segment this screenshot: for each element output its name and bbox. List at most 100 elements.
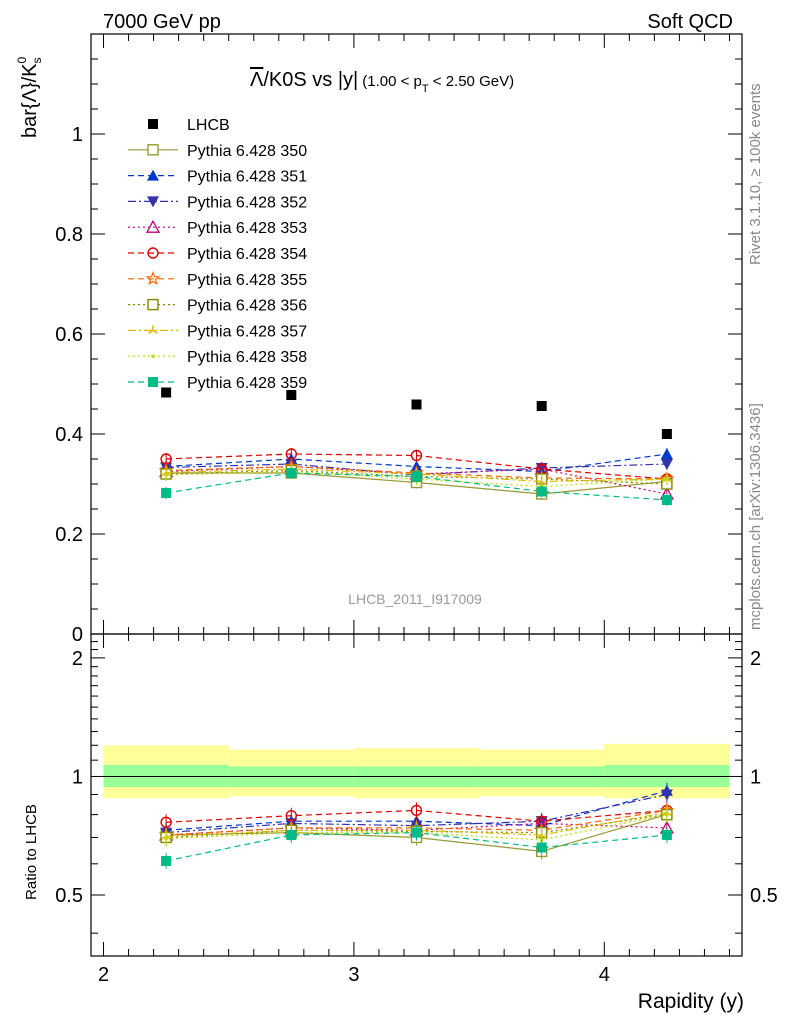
ratio-point (410, 804, 423, 817)
lhcb-data-point (161, 387, 172, 398)
data-point (660, 448, 673, 459)
series-line (166, 463, 667, 476)
legend-item-357: Pythia 6.428 357 (128, 323, 307, 340)
ratio-xtick-label: 4 (599, 964, 610, 986)
data-point (164, 473, 168, 477)
title-bar-symbol: Λ (250, 69, 264, 91)
ratio-ytick-label-right: 1 (750, 766, 761, 788)
legend-item-lhcb: LHCB (148, 117, 230, 134)
legend-item-354: Pythia 6.428 354 (128, 246, 307, 263)
ratio-point (660, 789, 673, 801)
ratio-series-359 (161, 824, 672, 869)
ratio-panel-frame (90, 633, 743, 957)
legend-marker (145, 219, 161, 233)
ratio-point (164, 836, 168, 841)
lhcb-data-point (536, 401, 547, 411)
header-right: Soft QCD (647, 11, 733, 33)
ratio-uncertainty-bands (103, 743, 730, 799)
legend-marker (147, 169, 159, 181)
main-ylabel: bar{Λ}/Ks0 (15, 56, 44, 138)
legend-marker (147, 144, 159, 156)
legend-label: Pythia 6.428 354 (187, 246, 307, 263)
ratio-point (286, 830, 297, 841)
legend-label: Pythia 6.428 357 (187, 323, 307, 340)
legend-label: Pythia 6.428 352 (187, 194, 307, 211)
lhcb-data-point (411, 399, 422, 410)
title-rest: /K0S vs |y| (263, 69, 358, 91)
ratio-panel-ticks: 0.5 0.5 1 1 2 2 2 3 4 (55, 634, 778, 986)
ratio-ytick-label-right: 0.5 (750, 885, 778, 907)
ratio-point (665, 812, 669, 817)
legend-marker (148, 119, 158, 129)
main-ytick-label: 0.6 (55, 324, 83, 346)
legend-label: Pythia 6.428 351 (187, 169, 307, 186)
main-ytick-label: 0 (72, 624, 83, 646)
rivet-label: Rivet 3.1.10, ≥ 100k events (747, 83, 764, 265)
legend-label: Pythia 6.428 356 (187, 298, 307, 315)
legend-marker (147, 247, 159, 259)
legend-label: Pythia 6.428 350 (187, 143, 307, 160)
main-panel-ticks: 0 0.2 0.4 0.6 0.8 1 (55, 34, 742, 646)
ratio-point (536, 842, 547, 853)
ratio-panel-series (158, 782, 675, 869)
title-sub-end: < 2.50 GeV) (429, 73, 514, 90)
lhcb-data-point (286, 390, 297, 400)
ratio-xtick-label: 3 (348, 964, 359, 986)
ratio-ylabel: Ratio to LHCB (23, 804, 40, 900)
legend-marker (148, 325, 158, 335)
ratio-point (661, 830, 672, 841)
legend-marker (145, 270, 161, 286)
ratio-point (161, 855, 172, 866)
ratio-ytick-label: 1 (72, 766, 83, 788)
data-point (536, 486, 547, 497)
main-ytick-label: 0.2 (55, 524, 83, 546)
main-ylabel-super: 0 (15, 56, 29, 63)
legend-item-352: Pythia 6.428 352 (128, 194, 307, 211)
main-ytick-label: 0.8 (55, 224, 83, 246)
legend-item-351: Pythia 6.428 351 (128, 169, 307, 186)
legend: LHCB Pythia 6.428 350 Pythia 6.428 351 Pyth… (128, 117, 307, 392)
ratio-xtick-label: 2 (98, 964, 109, 986)
data-point (411, 471, 422, 482)
legend-label: Pythia 6.428 358 (187, 349, 307, 366)
ratio-ytick-label: 0.5 (55, 885, 83, 907)
main-ylabel-text: bar{Λ}/K (19, 63, 41, 138)
mc-series-359 (161, 467, 672, 506)
title-sub-index: T (422, 83, 429, 95)
legend-label: Pythia 6.428 353 (187, 220, 307, 237)
analysis-watermark: LHCB_2011_I917009 (348, 591, 482, 607)
legend-marker (151, 354, 155, 359)
legend-item-353: Pythia 6.428 353 (128, 219, 307, 237)
ratio-line (166, 793, 668, 834)
legend-marker (148, 377, 158, 387)
main-panel-series (158, 387, 675, 506)
legend-marker (147, 298, 159, 311)
legend-item-358: Pythia 6.428 358 (128, 349, 307, 366)
main-title: Λ/K0S vs |y| (1.00 < pT < 2.50 GeV) (250, 69, 514, 95)
legend-item-355: Pythia 6.428 355 (128, 270, 307, 289)
legend-item-356: Pythia 6.428 356 (128, 298, 307, 315)
header-left: 7000 GeV pp (103, 11, 221, 33)
legend-item-350: Pythia 6.428 350 (128, 143, 307, 160)
data-point (665, 477, 669, 481)
legend-label: Pythia 6.428 359 (187, 375, 307, 392)
mcplots-label: mcplots.cern.ch [arXiv:1306.3436] (747, 403, 764, 630)
lhcb-data-series (161, 387, 672, 439)
legend-label: Pythia 6.428 355 (187, 272, 307, 289)
data-point (161, 488, 172, 498)
data-point (661, 495, 672, 505)
legend-item-359: Pythia 6.428 359 (128, 375, 307, 392)
ratio-ytick-label: 2 (72, 648, 83, 670)
ratio-point (411, 827, 422, 838)
data-point (660, 459, 673, 470)
data-point (410, 449, 423, 462)
main-ytick-label: 0.4 (55, 424, 83, 446)
series-line (166, 468, 667, 483)
main-ytick-label: 1 (72, 124, 83, 146)
ratio-ytick-label-right: 2 (750, 648, 761, 670)
title-sub: (1.00 < p (362, 73, 422, 90)
legend-marker (147, 196, 159, 208)
lhcb-data-point (661, 429, 672, 439)
ratio-xlabel: Rapidity (y) (638, 990, 744, 1013)
